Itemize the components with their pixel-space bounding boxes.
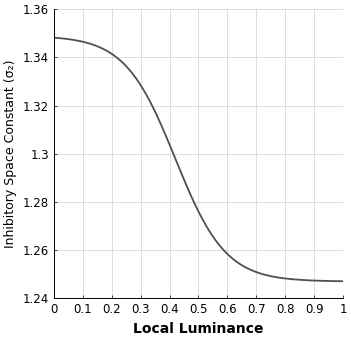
X-axis label: Local Luminance: Local Luminance [133, 322, 264, 336]
Y-axis label: Inhibitory Space Constant (σ₂): Inhibitory Space Constant (σ₂) [4, 59, 17, 248]
